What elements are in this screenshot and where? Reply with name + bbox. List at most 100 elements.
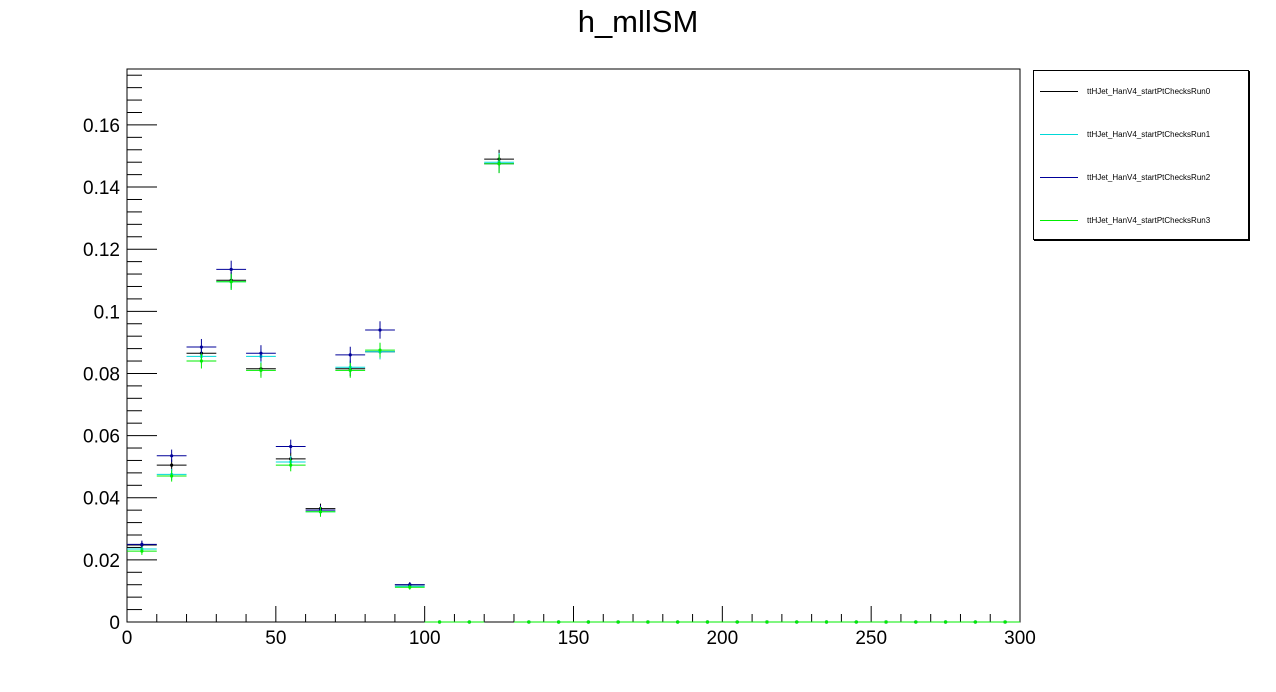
point-marker — [289, 444, 293, 449]
data-point — [811, 620, 842, 624]
data-series — [127, 149, 1020, 624]
legend-entry-run1: ttHJet_HanV4_startPtChecksRun1 — [1040, 127, 1244, 141]
point-marker — [616, 620, 620, 624]
y-tick-label: 0.1 — [94, 302, 120, 323]
data-point — [960, 620, 991, 624]
point-marker — [557, 620, 561, 624]
data-point — [692, 620, 723, 624]
point-marker — [170, 474, 174, 478]
point-marker — [199, 345, 204, 349]
legend-swatch-run3 — [1040, 219, 1078, 221]
data-point — [186, 353, 217, 369]
legend-entry-run0: ttHJet_HanV4_startPtChecksRun0 — [1040, 84, 1244, 98]
data-point — [365, 342, 395, 358]
legend-label-run3: ttHJet_HanV4_startPtChecksRun3 — [1087, 215, 1211, 225]
point-marker — [318, 510, 323, 514]
point-marker — [229, 280, 233, 284]
y-tick-label: 0.04 — [83, 489, 120, 510]
series-run1 — [127, 152, 1020, 624]
y-tick-label: 0.12 — [83, 240, 120, 261]
legend-label-run2: ttHJet_HanV4_startPtChecksRun2 — [1087, 172, 1211, 182]
point-marker — [884, 620, 888, 624]
data-point — [394, 584, 425, 590]
point-marker — [259, 368, 263, 372]
y-tick-label: 0 — [109, 613, 120, 634]
point-marker — [973, 620, 977, 624]
x-tick-label: 0 — [122, 628, 133, 649]
data-point — [156, 449, 187, 463]
point-marker — [348, 368, 352, 372]
legend-swatch-run1 — [1040, 133, 1078, 135]
data-point — [513, 620, 544, 624]
data-point — [186, 338, 217, 356]
point-marker — [705, 620, 710, 624]
x-axis: 0 50 100 150 200 250 300 — [122, 606, 1036, 649]
data-point — [633, 620, 663, 624]
data-point — [990, 620, 1020, 624]
x-tick-label: 50 — [265, 628, 286, 649]
point-marker — [229, 267, 233, 271]
point-marker — [259, 351, 263, 355]
point-marker — [943, 620, 948, 624]
x-tick-label: 300 — [1004, 628, 1036, 649]
data-point — [752, 620, 782, 624]
data-point — [424, 620, 455, 624]
x-tick-label: 100 — [409, 628, 441, 649]
data-point — [543, 620, 574, 624]
point-marker — [467, 620, 471, 624]
point-marker — [586, 620, 590, 624]
data-point — [781, 620, 812, 624]
y-tick-label: 0.08 — [83, 364, 120, 385]
series-run3 — [127, 154, 1020, 624]
data-point — [722, 620, 753, 624]
data-point — [305, 506, 336, 517]
y-tick-label: 0.06 — [83, 427, 120, 448]
data-point — [275, 439, 306, 454]
point-marker — [497, 162, 501, 166]
legend-entry-run2: ttHJet_HanV4_startPtChecksRun2 — [1040, 170, 1244, 184]
data-point — [275, 458, 306, 472]
point-marker — [378, 328, 382, 332]
data-point — [127, 547, 157, 555]
point-marker — [1003, 620, 1007, 624]
data-point — [127, 540, 157, 549]
data-point — [246, 362, 276, 378]
point-marker — [170, 463, 174, 467]
data-point — [365, 321, 395, 339]
data-point — [454, 620, 485, 624]
data-point — [484, 154, 514, 174]
data-point — [216, 273, 247, 290]
data-point — [335, 362, 366, 378]
series-run0 — [127, 149, 1020, 624]
point-marker — [854, 620, 858, 624]
x-tick-label: 150 — [558, 628, 590, 649]
y-tick-label: 0.14 — [83, 178, 120, 199]
legend-swatch-run0 — [1040, 90, 1078, 92]
x-tick-label: 200 — [706, 628, 738, 649]
legend: ttHJet_HanV4_startPtChecksRun0 ttHJet_Ha… — [1033, 70, 1249, 240]
point-marker — [140, 549, 144, 553]
point-marker — [914, 620, 918, 624]
point-marker — [378, 348, 382, 352]
data-point — [156, 470, 187, 482]
x-tick-label: 250 — [855, 628, 887, 649]
point-marker — [676, 620, 680, 624]
data-point — [335, 346, 366, 363]
data-point — [930, 620, 961, 624]
point-marker — [170, 454, 174, 458]
data-point — [841, 620, 872, 624]
point-marker — [408, 585, 412, 589]
data-point — [871, 620, 901, 624]
point-marker — [735, 620, 739, 624]
data-point — [573, 620, 604, 624]
point-marker — [348, 353, 352, 357]
legend-entry-run3: ttHJet_HanV4_startPtChecksRun3 — [1040, 213, 1244, 227]
point-marker — [289, 463, 293, 467]
y-axis: 0 0.02 0.04 0.06 0.08 0.1 0.12 0.14 0.16 — [83, 74, 157, 634]
y-tick-label: 0.16 — [83, 116, 120, 137]
legend-label-run1: ttHJet_HanV4_startPtChecksRun1 — [1087, 129, 1211, 139]
legend-label-run0: ttHJet_HanV4_startPtChecksRun0 — [1087, 86, 1211, 96]
point-marker — [140, 542, 144, 546]
